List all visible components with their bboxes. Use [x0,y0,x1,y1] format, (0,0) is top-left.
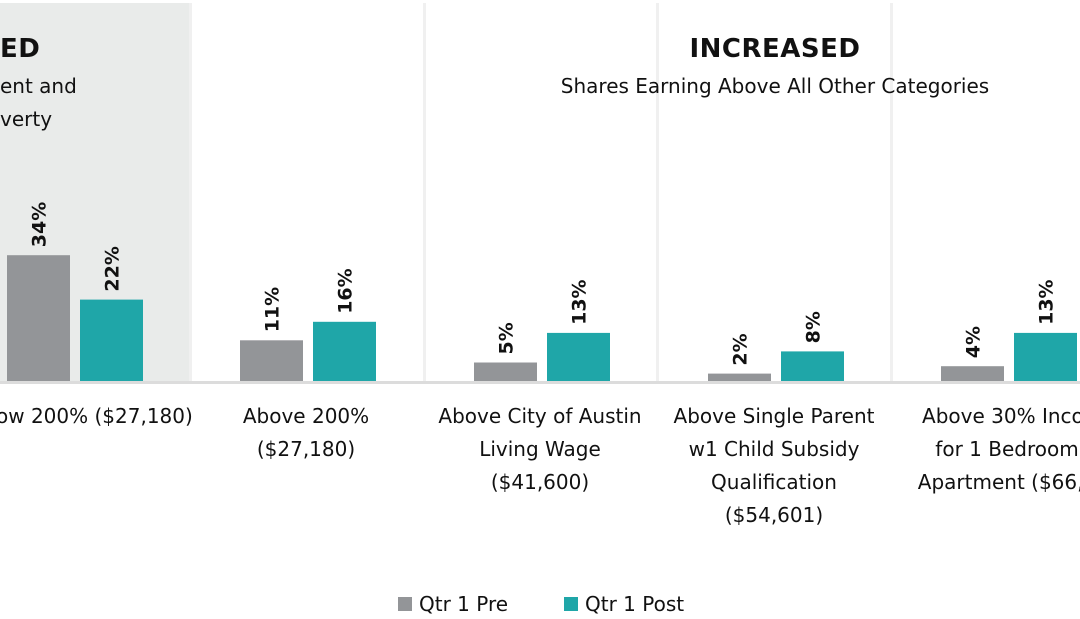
bar-post-2 [547,332,610,381]
bar-pre-0 [7,255,70,381]
data-label-pre-0: 34% [29,202,51,247]
bar-pre-4 [941,366,1004,381]
section-divider [189,3,192,383]
category-label-line: for 1 Bedroom [935,437,1079,461]
x-axis-baseline [0,381,1080,384]
section-divider [423,3,426,383]
decreased-header-line-2: verty [0,107,53,131]
category-label-line: Above 30% Incor [922,404,1080,428]
legend-label-pre: Qtr 1 Pre [419,592,509,616]
category-label-line: Apartment ($66,7 [917,470,1080,494]
data-label-post-1: 16% [335,268,357,313]
bar-post-0 [80,299,143,381]
category-label-4: Above 30% Incor for 1 Bedroom Apartment ($… [918,400,1080,499]
category-label-line: Above Single Parent [673,404,875,428]
legend-item-pre: Qtr 1 Pre [398,592,508,616]
category-label-line: w1 Child Subsidy [688,437,860,461]
category-label-line: Above 200% [242,404,370,428]
category-label-3: Above Single Parent w1 Child Subsidy Quali… [674,400,875,532]
category-label-line: Living Wage [479,437,601,461]
data-label-post-2: 13% [569,279,591,324]
category-label-line: ($27,180) [256,437,356,461]
data-label-post-3: 8% [803,311,825,343]
category-label-2: Above City of Austin Living Wage ($41,600) [438,400,641,499]
decreased-header-line-1: ent and [0,74,77,98]
section-divider [656,3,659,383]
decreased-header-title: ED [0,34,41,64]
data-label-pre-1: 11% [262,287,284,332]
bar-pre-1 [240,340,303,381]
category-label-line: ow 200% ($27,180) [0,404,193,428]
increased-header-subtitle: Shares Earning Above All Other Categorie… [560,74,990,98]
bar-post-3 [781,351,844,381]
category-label-line: Above City of Austin [438,404,642,428]
category-label-line: ($41,600) [490,470,590,494]
legend-swatch-pre [398,597,412,611]
data-label-pre-2: 5% [496,322,518,354]
bar-post-4 [1014,332,1077,381]
data-label-post-0: 22% [102,246,124,291]
category-label-1: Above 200% ($27,180) [243,400,369,466]
data-label-post-4: 13% [1036,279,1058,324]
category-label-line: Qualification [711,470,837,494]
category-label-0: ow 200% ($27,180) [0,400,193,433]
section-divider [890,3,893,383]
legend-swatch-post [564,597,578,611]
increased-header-title: INCREASED [689,34,861,64]
bar-post-1 [313,321,376,381]
bar-pre-3 [708,373,771,381]
legend-item-post: Qtr 1 Post [564,592,684,616]
data-label-pre-3: 2% [730,333,752,365]
bar-pre-2 [474,362,537,381]
legend-label-post: Qtr 1 Post [585,592,685,616]
data-label-pre-4: 4% [963,326,985,358]
category-label-line: ($54,601) [724,503,824,527]
